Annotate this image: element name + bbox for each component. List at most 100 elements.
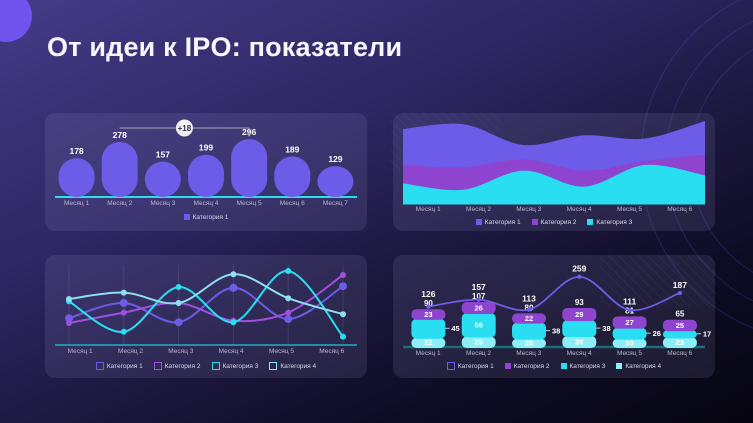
svg-text:20: 20 [525, 339, 533, 348]
svg-text:23: 23 [676, 338, 684, 347]
corner-circle-decor [0, 0, 32, 42]
x-axis-labels: Месяц 1 Месяц 2 Месяц 3 Месяц 4 Месяц 5 Месяц… [45, 199, 367, 209]
svg-text:25: 25 [475, 338, 483, 347]
axis-label: Месяц 6 [319, 348, 345, 355]
axis-label: Месяц 1 [67, 348, 93, 355]
svg-text:45: 45 [451, 324, 459, 333]
legend-label: Категория 3 [569, 362, 606, 370]
legend-item: Категория 1 [475, 218, 521, 226]
axis-label: Месяц 3 [516, 350, 542, 357]
axis-label: Месяц 1 [64, 200, 90, 207]
axis-label: Месяц 7 [322, 200, 348, 207]
legend-swatch-icon [616, 363, 623, 369]
svg-text:113: 113 [522, 293, 536, 303]
axis-label: Месяц 4 [218, 348, 244, 355]
legend-item: Категория 1 [183, 213, 229, 221]
svg-text:278: 278 [113, 130, 127, 140]
axis-label: Месяц 6 [279, 200, 305, 207]
legend-swatch-icon [211, 362, 220, 370]
svg-text:56: 56 [475, 321, 483, 330]
chart-legend: Категория 1 Категория 2 Категория 3 [393, 216, 715, 228]
hatch-decor [600, 255, 716, 307]
legend-swatch-icon [475, 219, 482, 225]
legend-swatch-icon [560, 363, 567, 369]
svg-text:129: 129 [328, 154, 342, 164]
line-chart-canvas [55, 265, 357, 346]
legend-label: Категория 1 [484, 218, 521, 226]
legend-item: Категория 2 [153, 362, 201, 370]
legend-label: Категория 4 [625, 362, 662, 370]
legend-item: Категория 4 [616, 363, 661, 370]
axis-label: Месяц 4 [193, 200, 219, 207]
axis-label: Месяц 1 [415, 350, 441, 357]
x-axis-labels: Месяц 1 Месяц 2 Месяц 3 Месяц 4 Месяц 5 Месяц… [45, 347, 367, 357]
legend-swatch-icon [504, 363, 511, 369]
page-title: От идеи к IPO: показатели [47, 32, 403, 62]
legend-swatch-icon [531, 219, 538, 225]
card-combo-chart: 2245239025562610720382280263829932026278… [393, 255, 715, 378]
svg-text:90: 90 [424, 299, 433, 308]
axis-label: Месяц 2 [117, 348, 143, 355]
axis-label: Месяц 2 [107, 200, 133, 207]
svg-text:189: 189 [285, 144, 299, 154]
svg-text:259: 259 [572, 264, 586, 274]
svg-text:93: 93 [575, 298, 584, 307]
axis-label: Месяц 1 [415, 206, 441, 213]
legend-item: Категория 4 [269, 362, 316, 370]
svg-text:65: 65 [675, 310, 684, 319]
legend-swatch-icon [446, 362, 455, 370]
axis-label: Месяц 6 [667, 350, 693, 357]
legend-label: Категория 4 [280, 362, 317, 370]
svg-text:126: 126 [421, 289, 435, 299]
svg-text:107: 107 [472, 292, 486, 301]
svg-text:187: 187 [673, 280, 687, 290]
chart-legend: Категория 1 Категория 2 Категория 3 Категор… [45, 360, 367, 372]
axis-label: Месяц 6 [667, 206, 693, 213]
axis-label: Месяц 3 [168, 348, 194, 355]
combo-chart-canvas: 2245239025562610720382280263829932026278… [403, 264, 711, 349]
svg-text:199: 199 [199, 143, 213, 153]
legend-item: Категория 3 [560, 362, 606, 370]
card-smooth-lines: Месяц 1 Месяц 2 Месяц 3 Месяц 4 Месяц 5 Месяц… [45, 255, 367, 378]
svg-text:23: 23 [424, 310, 432, 319]
legend-item: Категория 1 [446, 362, 494, 370]
chart-legend: Категория 1 Категория 2 Категория 3 Категор… [393, 360, 715, 372]
svg-text:26: 26 [575, 337, 583, 346]
svg-text:17: 17 [703, 330, 711, 339]
axis-label: Месяц 5 [616, 206, 642, 213]
legend-label: Категория 2 [540, 218, 577, 226]
svg-text:25: 25 [676, 321, 684, 330]
svg-text:111: 111 [623, 296, 637, 306]
svg-text:157: 157 [156, 150, 170, 160]
legend-item: Категория 3 [587, 219, 632, 226]
svg-text:29: 29 [575, 310, 583, 319]
legend-swatch-icon [269, 362, 278, 370]
axis-label: Месяц 2 [465, 350, 491, 357]
legend-swatch-icon [183, 214, 190, 220]
svg-text:20: 20 [625, 339, 633, 348]
legend-item: Категория 1 [95, 362, 143, 370]
x-axis-labels: Месяц 1 Месяц 2 Месяц 3 Месяц 4 Месяц 5 Месяц… [393, 349, 715, 359]
axis-label: Месяц 3 [516, 206, 542, 213]
legend-label: Категория 1 [192, 213, 229, 221]
svg-text:22: 22 [424, 338, 432, 347]
svg-text:178: 178 [69, 146, 83, 156]
svg-text:157: 157 [472, 282, 486, 292]
legend-label: Категория 2 [513, 362, 550, 370]
legend-label: Категория 1 [106, 362, 143, 370]
legend-item: Категория 2 [504, 362, 550, 370]
axis-label: Месяц 2 [465, 206, 491, 213]
svg-text:22: 22 [525, 314, 533, 323]
svg-text:26: 26 [653, 329, 661, 338]
chart-legend: Категория 1 [45, 211, 367, 223]
axis-label: Месяц 4 [566, 206, 592, 213]
legend-label: Категория 2 [164, 362, 201, 370]
axis-label: Месяц 5 [268, 348, 294, 355]
svg-text:26: 26 [475, 303, 483, 312]
svg-text:+18: +18 [178, 124, 192, 133]
legend-swatch-icon [587, 219, 594, 225]
card-stacked-area: Месяц 1 Месяц 2 Месяц 3 Месяц 4 Месяц 5 Месяц… [393, 113, 715, 231]
